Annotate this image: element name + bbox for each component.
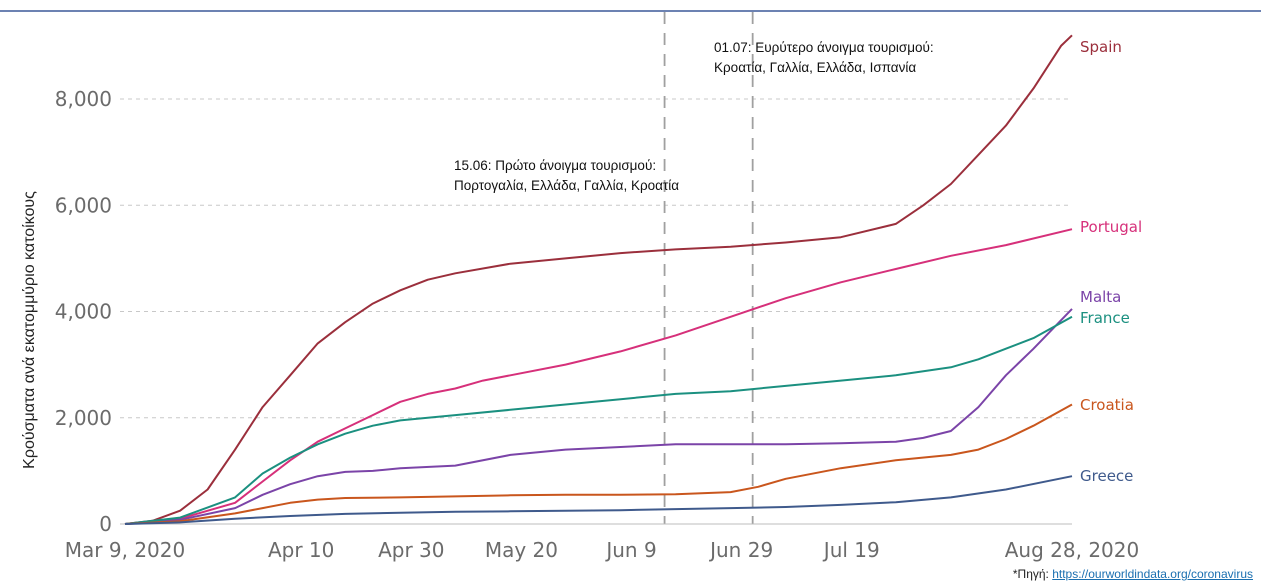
y-tick-label: 4,000 [55, 300, 112, 324]
x-tick-label: Mar 9, 2020 [65, 538, 185, 562]
series-line-portugal [124, 228, 1073, 525]
y-axis-ticks: 0 2,000 4,000 6,000 8,000 [55, 87, 112, 536]
x-tick-label: Apr 30 [378, 538, 444, 562]
series-label-spain: Spain [1080, 38, 1122, 56]
series-line-spain [124, 34, 1073, 525]
annotation-text: Κροατία, Γαλλία, Ελλάδα, Ισπανία [714, 60, 916, 75]
x-axis-ticks: Mar 9, 2020 Apr 10 Apr 30 May 20 Jun 9 Jun 29… [65, 523, 1139, 562]
y-axis-label: Κρούσματα ανά εκατομμύριο κατοίκους [21, 191, 38, 469]
annotation-text: Πορτογαλία, Ελλάδα, Γαλλία, Κροατία [454, 178, 679, 193]
y-tick-label: 6,000 [55, 193, 112, 217]
x-tick-label: Apr 10 [268, 538, 334, 562]
series-line-croatia [124, 403, 1073, 525]
series-label-greece: Greece [1080, 467, 1133, 485]
annotation-text: 01.07: Ευρύτερο άνοιγμα τουρισμού: [714, 40, 934, 55]
y-tick-label: 8,000 [55, 87, 112, 111]
annotation-text: 15.06: Πρώτο άνοιγμα τουρισμού: [454, 158, 656, 173]
source-link[interactable]: https://ourworldindata.org/coronavirus [1052, 567, 1253, 581]
annotation-lines: 15.06: Πρώτο άνοιγμα τουρισμού: Πορτογαλί… [454, 12, 934, 524]
series-label-france: France [1080, 309, 1130, 327]
y-tick-label: 0 [99, 512, 112, 536]
series-labels: Spain Portugal Malta France Croatia Greece [1080, 38, 1142, 485]
source-prefix: *Πηγή: [1012, 567, 1053, 581]
source-note: *Πηγή: https://ourworldindata.org/corona… [1013, 567, 1253, 581]
grid [120, 98, 1072, 419]
series-line-greece [124, 475, 1073, 525]
x-tick-label: Jun 29 [708, 538, 773, 562]
series-line-malta [124, 308, 1073, 525]
x-tick-label: Jun 9 [604, 538, 656, 562]
y-tick-label: 2,000 [55, 406, 112, 430]
series-label-croatia: Croatia [1080, 396, 1134, 414]
series-label-portugal: Portugal [1080, 218, 1142, 236]
x-tick-label: Aug 28, 2020 [1005, 538, 1139, 562]
x-tick-label: May 20 [485, 538, 558, 562]
x-tick-label: Jul 19 [822, 538, 880, 562]
series-lines [124, 34, 1073, 525]
series-label-malta: Malta [1080, 288, 1121, 306]
series-line-france [124, 315, 1073, 525]
